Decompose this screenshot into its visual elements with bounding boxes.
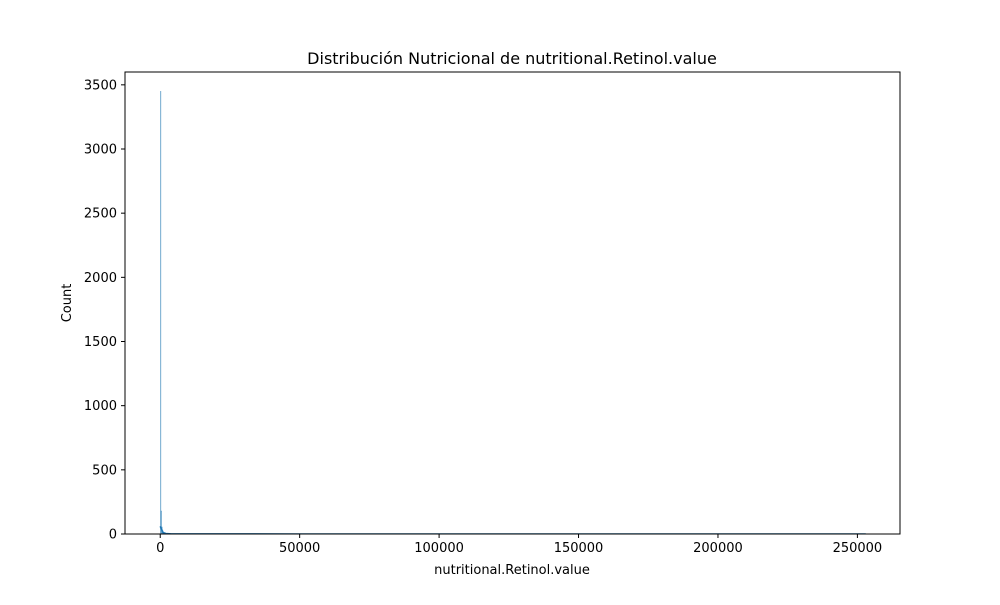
chart-title: Distribución Nutricional de nutritional.… — [307, 49, 717, 68]
x-tick-label: 200000 — [693, 541, 743, 556]
x-tick-label: 0 — [156, 541, 164, 556]
y-tick-label: 0 — [109, 528, 117, 543]
y-tick-label: 2500 — [84, 207, 117, 222]
histogram-bar — [160, 91, 161, 534]
x-tick-label: 150000 — [554, 541, 604, 556]
y-tick-label: 500 — [92, 463, 117, 478]
y-tick-label: 1000 — [84, 399, 117, 414]
x-axis-label: nutritional.Retinol.value — [434, 563, 590, 578]
y-tick-label: 3500 — [84, 78, 117, 93]
x-tick-label: 100000 — [414, 541, 464, 556]
x-tick-label: 50000 — [279, 541, 320, 556]
x-tick-label: 250000 — [833, 541, 883, 556]
y-tick-label: 1500 — [84, 335, 117, 350]
y-axis-label: Count — [60, 284, 75, 323]
y-tick-label: 2000 — [84, 271, 117, 286]
y-tick-label: 3000 — [84, 143, 117, 158]
